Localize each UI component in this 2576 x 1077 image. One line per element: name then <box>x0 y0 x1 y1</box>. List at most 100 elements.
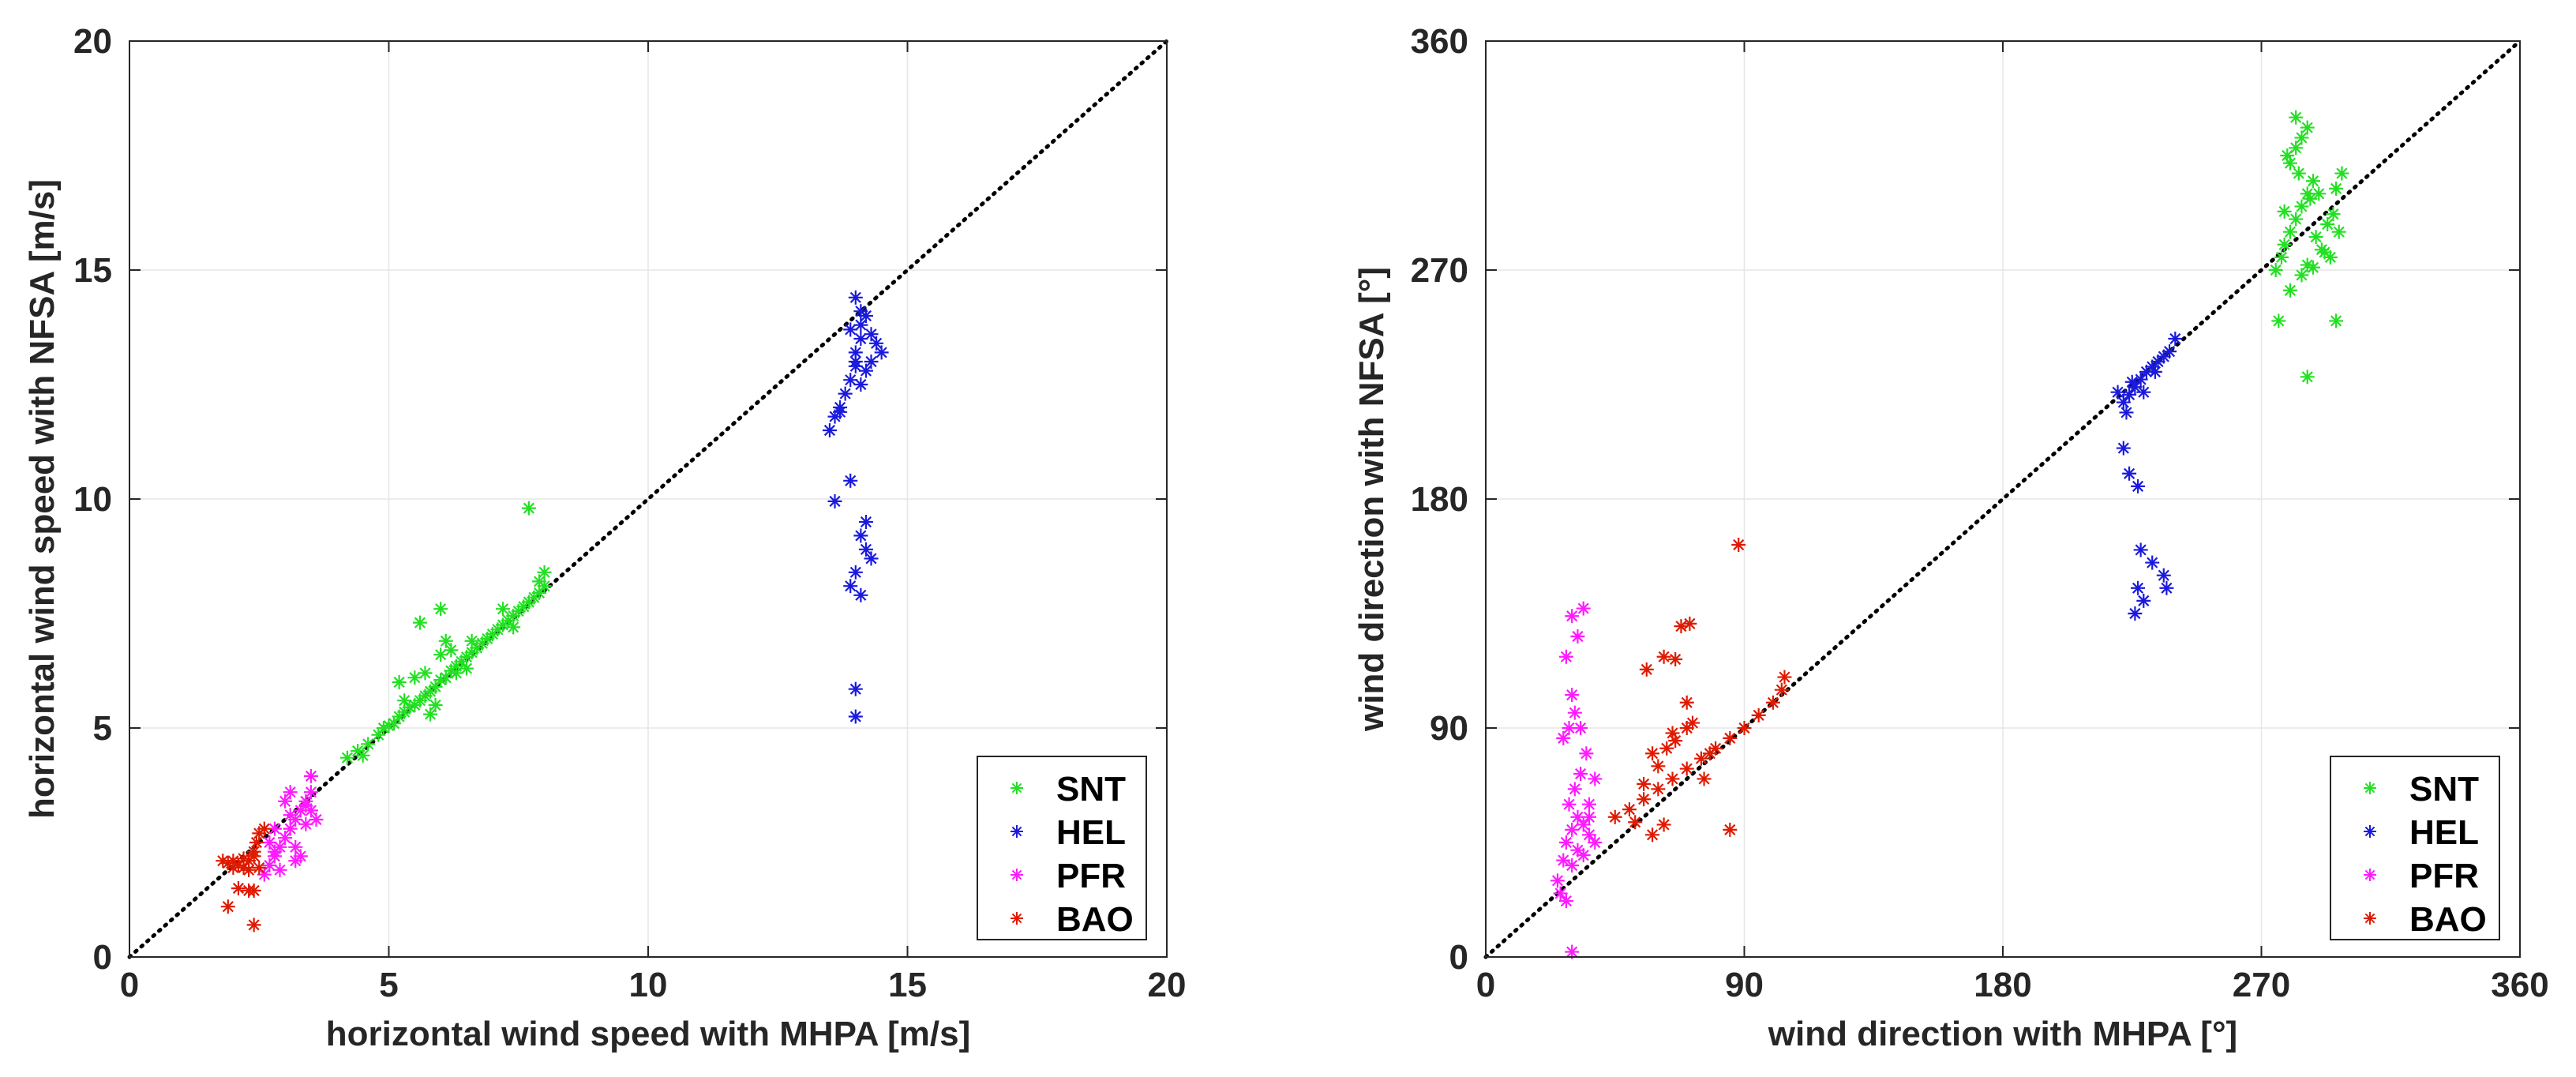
x-tick-label: 0 <box>1476 966 1495 1004</box>
legend-marker-hel <box>2364 825 2376 838</box>
data-point-snt <box>407 670 422 685</box>
data-point-snt <box>418 666 433 681</box>
data-point-pfr <box>1582 797 1596 812</box>
data-point-pfr <box>298 816 313 831</box>
data-point-pfr <box>298 798 313 813</box>
data-point-snt <box>2277 204 2292 219</box>
data-point-pfr <box>1558 835 1573 850</box>
data-point-snt <box>2289 110 2304 125</box>
data-point-bao <box>1628 815 1643 830</box>
x-tick-label: 10 <box>629 966 668 1004</box>
data-point-snt <box>433 647 448 662</box>
data-point-hel <box>2133 542 2148 557</box>
data-point-pfr <box>1576 817 1591 832</box>
data-point-bao <box>249 835 264 850</box>
series-pfr <box>1550 601 1603 959</box>
data-point-bao <box>1665 771 1680 786</box>
data-point-pfr <box>1558 649 1573 664</box>
data-point-hel <box>827 493 842 508</box>
direction-data-marks <box>1550 110 2349 959</box>
series-snt <box>2268 110 2349 385</box>
y-tick-label: 0 <box>1449 938 1468 977</box>
data-point-pfr <box>288 854 303 869</box>
series-bao <box>1607 538 1792 842</box>
data-point-hel <box>874 345 889 360</box>
data-point-hel <box>2156 568 2171 583</box>
legend-label-bao: BAO <box>2409 900 2487 939</box>
data-point-hel <box>2124 374 2139 389</box>
data-point-pfr <box>283 808 298 823</box>
data-point-snt <box>532 574 547 589</box>
data-point-hel <box>2128 606 2143 621</box>
data-point-snt <box>433 602 448 617</box>
direction-x-axis-title: wind direction with MHPA [°] <box>1768 1015 2237 1053</box>
legend-marker-pfr <box>2364 869 2376 881</box>
legend-marker-bao <box>2364 912 2376 925</box>
data-point-hel <box>822 423 837 437</box>
speed-legend: SNT HEL PFR BAO <box>977 756 1147 940</box>
data-point-bao <box>1751 707 1766 722</box>
data-point-hel <box>2122 466 2137 481</box>
x-tick-label: 20 <box>1148 966 1187 1004</box>
data-point-snt <box>444 643 459 658</box>
data-point-snt <box>2329 181 2344 196</box>
data-point-bao <box>1668 734 1683 749</box>
data-point-bao <box>1723 822 1738 837</box>
data-point-bao <box>1702 746 1717 761</box>
data-point-pfr <box>1573 721 1588 735</box>
data-point-pfr <box>303 768 318 783</box>
speed-y-tick-labels: 0 5 10 15 20 <box>73 22 112 977</box>
y-tick-label: 270 <box>1411 251 1468 290</box>
data-point-snt <box>2317 245 2332 260</box>
data-point-bao <box>1659 741 1674 756</box>
data-point-snt <box>496 602 511 617</box>
data-point-bao <box>226 860 241 875</box>
data-point-hel <box>858 309 873 323</box>
data-point-pfr <box>1576 601 1591 616</box>
data-point-bao <box>1685 715 1700 730</box>
data-point-hel <box>848 681 863 696</box>
y-tick-label: 10 <box>73 480 112 519</box>
data-point-bao <box>1774 682 1789 697</box>
data-point-bao <box>1637 792 1652 807</box>
data-point-snt <box>2308 230 2323 245</box>
data-point-bao <box>231 881 246 895</box>
x-tick-label: 180 <box>1974 966 2031 1004</box>
data-point-hel <box>848 565 863 580</box>
legend-label-snt: SNT <box>1056 770 1126 809</box>
data-point-hel <box>2116 441 2131 456</box>
data-point-snt <box>2306 260 2320 275</box>
data-point-bao <box>1731 538 1746 552</box>
data-point-hel <box>2116 395 2131 410</box>
data-point-pfr <box>267 844 282 859</box>
series-hel <box>822 290 889 724</box>
data-point-bao <box>1607 809 1622 824</box>
data-point-snt <box>2320 217 2335 231</box>
data-point-snt <box>2329 313 2344 328</box>
speed-chart-panel: 0 5 10 15 20 0 5 10 15 20 horizontal wind speed … <box>23 22 1186 1053</box>
legend-marker-hel <box>1011 825 1023 838</box>
direction-chart-panel: 0 90 180 270 360 0 90 180 270 360 wind direction… <box>1352 22 2549 1053</box>
legend-marker-snt <box>1011 782 1023 794</box>
data-point-hel <box>2131 580 2146 595</box>
legend-marker-bao <box>1011 912 1023 925</box>
data-point-bao <box>1723 730 1738 745</box>
data-point-pfr <box>1565 858 1580 872</box>
data-point-pfr <box>1558 894 1573 909</box>
direction-y-axis-title: wind direction with NFSA [°] <box>1352 267 1391 732</box>
data-point-pfr <box>1565 609 1580 624</box>
legend-label-hel: HEL <box>1056 813 1126 852</box>
data-point-hel <box>2136 385 2151 400</box>
data-point-bao <box>1645 746 1660 761</box>
data-point-snt <box>2277 237 2292 252</box>
data-point-bao <box>1765 695 1780 710</box>
data-point-snt <box>423 707 438 722</box>
data-point-bao <box>1737 721 1752 735</box>
data-point-snt <box>2289 141 2304 156</box>
data-point-pfr <box>1576 848 1591 863</box>
data-point-hel <box>858 542 873 557</box>
data-point-snt <box>2303 191 2318 206</box>
data-point-hel <box>2122 387 2137 402</box>
data-point-bao <box>1668 652 1683 666</box>
